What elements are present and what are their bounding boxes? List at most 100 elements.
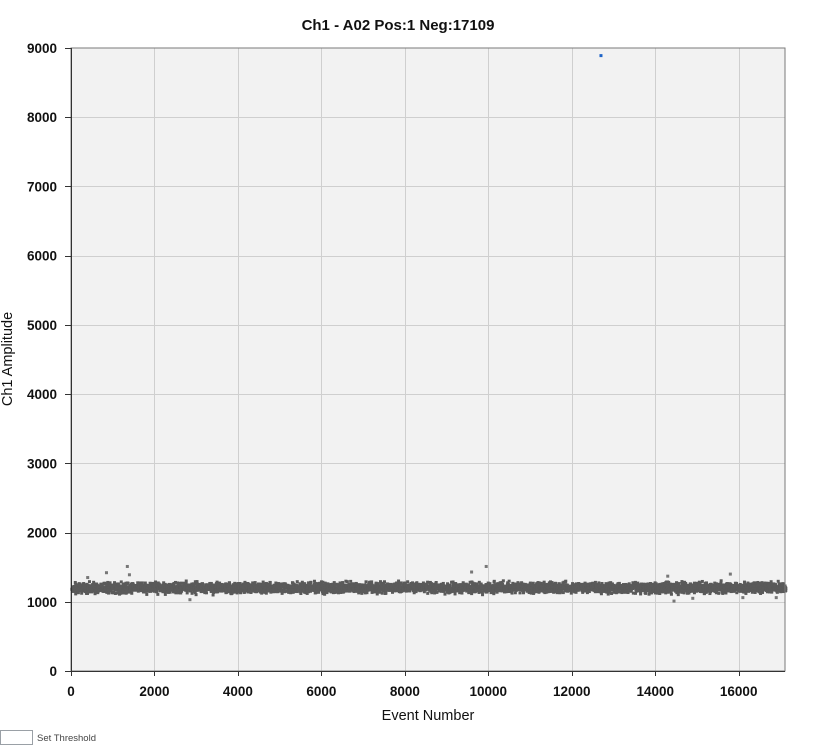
negative-droplet [276,584,280,588]
y-tick-label: 0 [49,664,57,679]
negative-droplet [480,590,484,594]
negative-droplet [599,592,603,596]
negative-droplet [595,590,599,594]
negative-droplet [247,582,251,586]
negative-droplet [395,581,399,585]
negative-droplet [166,590,170,594]
negative-outlier [86,576,90,580]
negative-droplet [370,590,374,594]
negative-droplet [403,581,407,585]
negative-droplet [174,588,178,592]
threshold-input[interactable] [0,730,33,745]
negative-droplet [458,589,462,593]
negative-droplet [485,590,489,594]
negative-droplet [231,583,235,587]
negative-droplet [359,590,363,594]
y-tick-label: 6000 [27,249,57,264]
negative-droplet [88,584,92,588]
negative-droplet [321,592,325,596]
negative-droplet [280,582,284,586]
negative-droplet [429,585,433,589]
negative-droplet [408,589,412,593]
negative-droplet [113,581,117,585]
negative-droplet [215,583,219,587]
negative-droplet [239,591,243,595]
negative-droplet [484,587,488,591]
negative-droplet [153,587,157,591]
negative-droplet [650,591,654,595]
negative-droplet [549,589,553,593]
negative-droplet [249,590,253,594]
negative-droplet [585,588,589,592]
negative-droplet [205,585,209,589]
x-tick-label: 4000 [223,684,253,699]
negative-droplet [101,585,105,589]
negative-droplet [700,579,704,583]
negative-droplet [763,581,767,585]
negative-droplet [403,583,407,587]
negative-droplet [617,590,621,594]
negative-droplet [702,592,706,596]
negative-droplet [95,588,99,592]
negative-droplet [458,591,462,595]
negative-droplet [781,583,785,587]
negative-droplet [307,581,311,585]
negative-droplet [450,580,454,584]
negative-droplet [274,582,278,586]
negative-droplet [544,590,548,594]
negative-droplet [453,585,457,589]
positive-droplet [599,54,603,58]
negative-droplet [631,581,635,585]
negative-outlier [774,596,778,600]
negative-droplet [749,583,753,587]
negative-droplet [212,583,216,587]
negative-droplet [680,580,684,584]
negative-droplet [315,589,319,593]
negative-droplet [481,593,485,597]
negative-outlier [127,573,131,577]
negative-droplet [352,590,356,594]
negative-droplet [129,587,133,591]
negative-droplet [451,582,455,586]
negative-droplet [119,580,123,584]
negative-droplet [194,586,198,590]
negative-droplet [577,587,581,591]
negative-droplet [753,590,757,594]
negative-droplet [92,580,96,584]
negative-droplet [587,590,591,594]
negative-droplet [733,586,737,590]
negative-outlier [470,570,474,574]
negative-droplet [601,584,605,588]
negative-droplet [742,580,746,584]
negative-droplet [382,580,386,584]
negative-droplet [397,579,401,583]
negative-droplet [656,588,660,592]
negative-droplet [488,582,492,586]
negative-droplet [83,587,87,591]
negative-droplet [475,589,479,593]
negative-droplet [261,580,265,584]
negative-droplet [606,592,610,596]
negative-droplet [130,591,134,595]
negative-droplet [784,588,788,592]
negative-droplet [639,592,643,596]
negative-outlier [691,596,695,600]
negative-droplet [331,582,335,586]
negative-droplet [111,590,115,594]
negative-droplet [154,580,158,584]
negative-droplet [99,582,103,586]
negative-droplet [161,587,165,591]
negative-droplet [528,581,532,585]
negative-droplet [355,589,359,593]
negative-droplet [331,584,335,588]
negative-droplet [365,591,369,595]
negative-droplet [627,589,631,593]
negative-droplet [374,589,378,593]
negative-droplet [518,591,522,595]
negative-droplet [451,580,455,584]
negative-droplet [675,581,679,585]
plot-area[interactable] [71,48,785,671]
negative-droplet [401,589,405,593]
negative-droplet [212,590,216,594]
negative-droplet [684,582,688,586]
